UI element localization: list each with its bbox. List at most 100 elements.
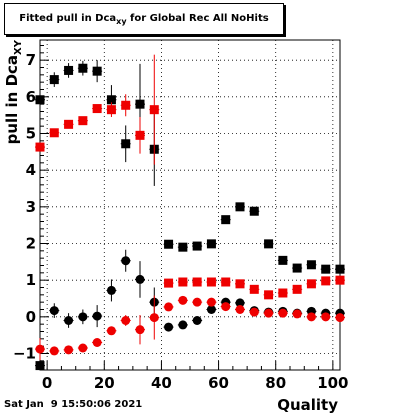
y-tick-label: 5 (26, 125, 36, 143)
data-point-square (249, 206, 259, 216)
data-point-circle (221, 302, 231, 312)
data-point-circle (49, 346, 59, 356)
data-point-circle (78, 343, 88, 353)
data-point-circle (206, 297, 216, 307)
data-point-square (92, 66, 102, 76)
data-point-circle (35, 344, 45, 354)
data-point-square (221, 215, 231, 225)
data-point-square (249, 284, 259, 294)
data-point-circle (178, 320, 188, 330)
data-point-square (49, 75, 59, 85)
timestamp: Sat Jan 9 15:50:06 2021 (4, 399, 143, 410)
data-point-square (306, 279, 316, 289)
y-tick-label: 0 (26, 308, 36, 326)
title-prefix: Fitted pull in Dca (19, 13, 117, 24)
data-point-square (192, 241, 202, 251)
data-point-circle (149, 313, 159, 323)
data-point-circle (164, 302, 174, 312)
y-tick-label: 1 (26, 271, 36, 289)
x-tick-label: 100 (317, 374, 348, 392)
data-point-square (292, 263, 302, 273)
data-point-circle (64, 345, 74, 355)
x-tick-label: 40 (151, 374, 172, 392)
data-point-circle (135, 274, 145, 284)
data-point-square (321, 276, 331, 286)
tick-labels: 0 20 40 60 80 100 −1 0 1 2 3 4 5 6 7 (13, 51, 349, 392)
data-point-square (135, 130, 145, 140)
data-point-circle (192, 297, 202, 307)
data-point-square (278, 288, 288, 298)
data-point-circle (306, 312, 316, 322)
data-point-circle (106, 285, 116, 295)
y-tick-label: −1 (13, 345, 36, 363)
chart-title: Fitted pull in Dcaxy for Global Rec All … (4, 3, 284, 35)
data-point-circle (235, 305, 245, 314)
data-point-circle (249, 307, 259, 317)
data-point-square (306, 260, 316, 270)
data-point-circle (135, 325, 145, 335)
data-point-square (178, 242, 188, 252)
data-point-circle (192, 316, 202, 325)
data-point-circle (321, 312, 331, 322)
data-point-square (49, 128, 59, 138)
data-point-circle (78, 312, 88, 322)
data-point-square (92, 104, 102, 114)
data-point-circle (106, 326, 116, 336)
data-point-circle (164, 322, 174, 332)
data-marks (35, 54, 345, 371)
data-point-circle (92, 311, 102, 321)
data-point-circle (206, 305, 216, 314)
y-axis-label: pull in DcaXY (3, 39, 24, 144)
data-point-square (35, 95, 45, 105)
data-point-square (78, 116, 88, 126)
data-point-square (321, 264, 331, 274)
data-point-square (149, 105, 159, 115)
data-point-square (78, 63, 88, 73)
data-point-circle (292, 309, 302, 319)
x-tick-label: 80 (265, 374, 286, 392)
data-point-square (121, 100, 131, 110)
title-suffix: for Global Rec All NoHits (126, 13, 269, 24)
data-point-square (235, 202, 245, 212)
data-point-circle (121, 256, 131, 266)
data-point-square (64, 65, 74, 75)
data-point-square (264, 290, 274, 300)
axis-ticks (40, 45, 334, 370)
data-point-circle (49, 306, 59, 316)
data-point-circle (278, 308, 288, 318)
data-point-square (164, 239, 174, 249)
data-point-circle (264, 308, 274, 318)
data-point-square (278, 255, 288, 265)
y-axis-label-main: pull in Dca (3, 55, 21, 144)
y-tick-label: 2 (26, 235, 36, 253)
data-point-square (64, 119, 74, 129)
data-point-square (335, 275, 345, 285)
series-2 (35, 54, 345, 300)
plot-area (39, 39, 341, 371)
data-point-square (121, 139, 131, 149)
data-point-circle (64, 316, 74, 325)
title-subscript: xy (116, 17, 127, 26)
data-point-square (35, 142, 45, 152)
x-tick-label: 20 (94, 374, 115, 392)
data-point-square (335, 264, 345, 274)
x-tick-label: 0 (42, 374, 52, 392)
data-point-square (206, 239, 216, 249)
y-tick-label: 3 (26, 198, 36, 216)
y-tick-label: 6 (26, 88, 36, 106)
data-point-square (135, 99, 145, 109)
x-tick-label: 60 (208, 374, 229, 392)
data-point-square (35, 361, 45, 371)
data-point-circle (92, 338, 102, 347)
series-4 (35, 295, 345, 361)
data-point-circle (235, 298, 245, 308)
data-point-square (178, 277, 188, 287)
data-point-circle (178, 295, 188, 305)
data-point-square (292, 284, 302, 294)
data-point-square (106, 105, 116, 115)
data-point-square (206, 277, 216, 287)
data-point-square (235, 279, 245, 289)
x-axis-label: Quality (277, 396, 338, 414)
data-point-square (192, 277, 202, 287)
